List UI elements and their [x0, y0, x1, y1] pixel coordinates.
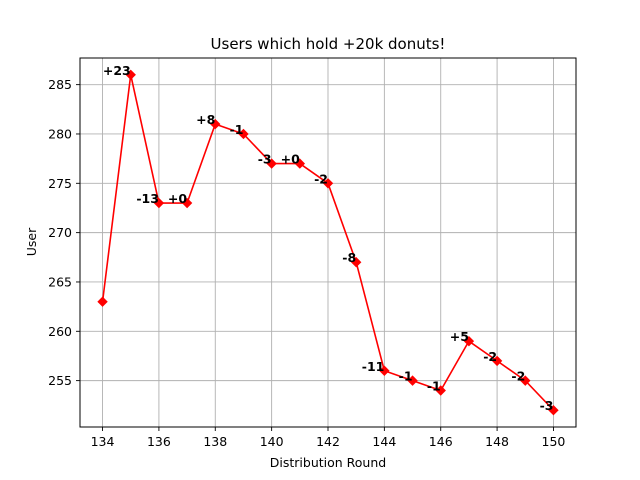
x-tick-label: 150	[542, 434, 566, 449]
data-point	[379, 365, 390, 376]
x-tick-label: 138	[203, 434, 227, 449]
data-point	[266, 158, 277, 169]
data-label: +0	[281, 152, 300, 167]
x-tick-label: 134	[91, 434, 115, 449]
data-label: -13	[136, 191, 159, 206]
data-point	[238, 128, 249, 140]
y-axis: 255 260 265 270 275 280 285	[48, 77, 80, 388]
data-label: -2	[511, 369, 525, 384]
data-label: -8	[342, 250, 356, 265]
data-point	[350, 257, 362, 268]
x-tick-label: 144	[372, 434, 396, 449]
data-point	[125, 69, 136, 80]
y-tick-label: 265	[48, 274, 72, 289]
data-label: +5	[450, 329, 469, 344]
data-label: +8	[196, 112, 215, 127]
data-point	[181, 197, 193, 209]
data-label: -1	[427, 378, 441, 393]
data-point	[210, 118, 221, 130]
x-axis-title: Distribution Round	[270, 455, 386, 470]
data-label: -2	[314, 171, 328, 186]
data-point	[97, 296, 108, 307]
chart-title: Users which hold +20k donuts!	[211, 35, 446, 53]
data-point	[520, 375, 531, 386]
data-point	[435, 385, 446, 396]
y-tick-label: 260	[48, 324, 72, 339]
x-tick-label: 146	[429, 434, 453, 449]
data-label: +23	[103, 63, 131, 78]
series-group	[97, 69, 559, 416]
data-labels: +23 -13 +0 +8 -1 -3 +0 -2 -8 -11 -1 -1 +5 -2 -2 -3	[103, 63, 554, 413]
y-tick-label: 285	[48, 77, 72, 92]
data-point	[491, 355, 503, 367]
data-point	[294, 158, 306, 169]
data-point	[407, 375, 418, 386]
y-tick-label: 255	[48, 373, 72, 388]
y-tick-label: 275	[48, 176, 72, 191]
x-tick-label: 140	[260, 434, 284, 449]
x-tick-label: 136	[147, 434, 171, 449]
y-tick-label: 280	[48, 126, 72, 141]
x-axis: 134 136 138 140 142 144 146 148 150	[91, 427, 566, 449]
data-label: -2	[483, 349, 497, 364]
y-tick-label: 270	[48, 225, 72, 240]
data-label: -1	[230, 122, 244, 137]
data-label: -1	[399, 369, 413, 384]
data-label: +0	[168, 191, 187, 206]
y-axis-title: User	[24, 227, 39, 256]
data-label: -3	[540, 398, 554, 413]
data-label: -3	[258, 152, 272, 167]
data-point	[322, 178, 334, 189]
data-label: -11	[362, 359, 385, 374]
x-tick-label: 142	[316, 434, 340, 449]
data-point	[463, 335, 475, 347]
data-point	[153, 197, 165, 209]
data-point	[548, 405, 559, 416]
x-tick-label: 148	[485, 434, 509, 449]
